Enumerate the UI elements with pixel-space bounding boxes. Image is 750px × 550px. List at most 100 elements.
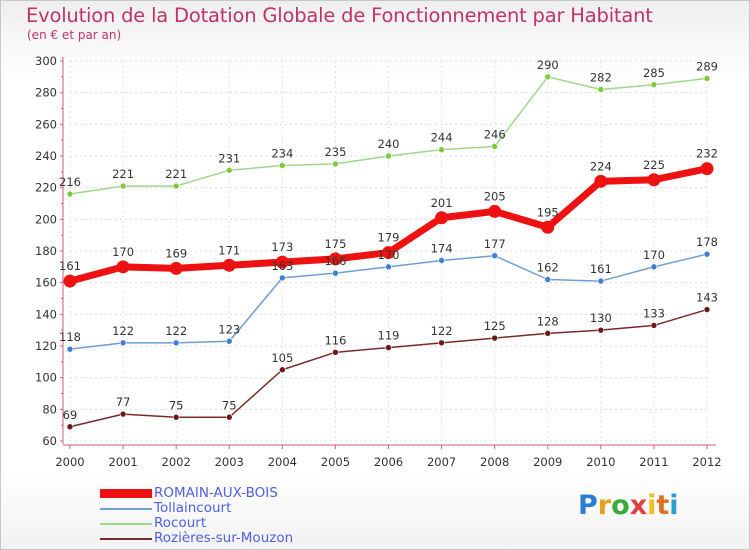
logo-letter: o (611, 490, 630, 521)
chart-title: Evolution de la Dotation Globale de Fonc… (26, 4, 653, 27)
data-point (119, 410, 127, 418)
data-point (438, 339, 445, 347)
data-point (116, 260, 130, 274)
data-label: 143 (696, 291, 718, 305)
data-point (544, 330, 552, 337)
data-label: 119 (378, 329, 400, 343)
proxiti-logo: Proxiti (578, 490, 679, 521)
data-point (385, 344, 392, 351)
y-tick-label: 60 (42, 434, 57, 448)
x-tick-label: 2009 (533, 455, 562, 469)
y-tick-label: 80 (42, 402, 57, 416)
data-point (172, 413, 180, 421)
data-label: 221 (165, 167, 187, 181)
data-point (225, 166, 233, 174)
data-point (66, 423, 74, 431)
y-tick-label: 200 (35, 212, 57, 226)
chart-subtitle: (en € et par an) (27, 28, 122, 42)
legend-swatch (100, 489, 152, 498)
data-label: 161 (59, 259, 81, 273)
legend-swatch (100, 508, 152, 510)
data-label: 128 (537, 314, 559, 328)
data-point (328, 252, 342, 266)
data-point (491, 143, 498, 150)
data-point (119, 182, 127, 190)
y-tick-label: 120 (35, 339, 57, 353)
data-point (597, 86, 605, 93)
x-tick-label: 2004 (268, 455, 297, 469)
legend-label: Rocourt (154, 515, 207, 531)
x-tick-label: 2000 (55, 455, 84, 469)
data-point (279, 162, 286, 169)
data-label: 122 (431, 324, 453, 338)
y-tick-label: 140 (35, 307, 57, 321)
data-point (225, 337, 233, 345)
y-tick-label: 300 (35, 54, 57, 68)
data-label: 175 (324, 237, 346, 251)
legend-label: Tollaincourt (154, 500, 232, 516)
data-point (279, 366, 286, 374)
data-point (438, 257, 445, 264)
data-point (491, 334, 498, 342)
x-tick-label: 2012 (692, 455, 721, 469)
legend-swatch (100, 523, 152, 525)
logo-letter: P (578, 490, 598, 521)
data-label: 289 (696, 59, 718, 73)
data-label: 118 (59, 330, 81, 344)
data-point (279, 274, 286, 282)
data-label: 173 (271, 240, 293, 254)
data-point (594, 174, 608, 188)
y-tick-label: 280 (35, 86, 57, 100)
data-label: 125 (484, 319, 506, 333)
logo-letter: r (597, 490, 612, 521)
data-point (491, 252, 498, 260)
data-point (382, 246, 395, 260)
legend-label: Rozières-sur-Mouzon (154, 530, 294, 546)
x-tick-label: 2007 (427, 455, 456, 469)
data-label: 75 (222, 398, 237, 412)
data-point (544, 73, 552, 81)
data-label: 122 (112, 324, 134, 338)
y-tick-label: 220 (35, 181, 57, 195)
data-point (169, 261, 183, 275)
data-point (332, 349, 339, 356)
data-point (172, 182, 180, 190)
data-label: 162 (537, 261, 559, 275)
y-tick-label: 160 (35, 276, 57, 290)
data-point (63, 274, 77, 288)
data-label: 195 (537, 205, 559, 219)
data-point (703, 250, 711, 258)
data-point (66, 190, 74, 198)
data-label: 77 (116, 395, 131, 409)
data-label: 130 (590, 311, 612, 325)
data-label: 205 (484, 189, 506, 203)
data-label: 161 (590, 262, 612, 276)
data-point (385, 152, 392, 160)
x-tick-label: 2011 (639, 455, 668, 469)
data-label: 244 (431, 131, 453, 145)
legend-label: ROMAIN-AUX-BOIS (154, 485, 278, 501)
data-point (703, 306, 711, 313)
data-label: 224 (590, 159, 612, 173)
data-label: 179 (378, 231, 400, 245)
data-point (597, 326, 605, 334)
x-tick-label: 2006 (374, 455, 403, 469)
legend-swatch (100, 538, 152, 540)
data-label: 133 (643, 306, 665, 320)
data-label: 234 (271, 147, 293, 161)
data-label: 177 (484, 237, 506, 251)
x-tick-label: 2001 (108, 455, 137, 469)
x-tick-label: 2005 (321, 455, 350, 469)
data-label: 169 (165, 246, 187, 260)
logo-letter: x (629, 490, 648, 521)
data-label: 285 (643, 66, 665, 80)
data-point (597, 277, 605, 285)
x-tick-label: 2002 (162, 455, 191, 469)
data-point (488, 204, 502, 218)
x-tick-label: 2003 (215, 455, 244, 469)
data-point (541, 220, 555, 234)
y-tick-label: 100 (35, 371, 57, 385)
logo-letter: i (669, 490, 679, 521)
data-point (435, 211, 449, 225)
data-label: 69 (63, 408, 78, 422)
